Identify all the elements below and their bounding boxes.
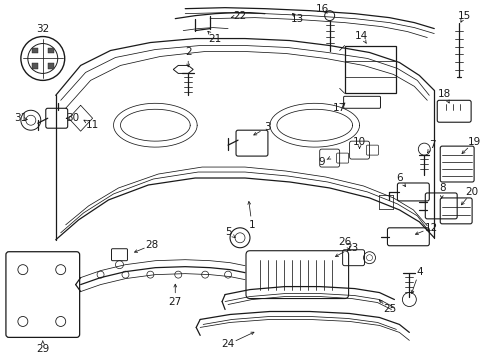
Text: 1: 1: [248, 220, 255, 230]
Text: 29: 29: [36, 345, 49, 354]
Text: 8: 8: [439, 183, 445, 193]
Text: 17: 17: [333, 103, 346, 113]
Text: 25: 25: [383, 305, 396, 315]
Text: 3: 3: [265, 122, 271, 132]
Text: 14: 14: [355, 31, 368, 41]
Text: 10: 10: [353, 137, 366, 147]
Bar: [48, 63, 54, 69]
Text: 2: 2: [185, 48, 192, 58]
Text: 28: 28: [146, 240, 159, 250]
Text: 21: 21: [208, 33, 222, 44]
Text: 24: 24: [221, 339, 235, 349]
Text: 9: 9: [318, 157, 325, 167]
Text: 20: 20: [466, 187, 479, 197]
Bar: [32, 63, 38, 69]
Text: 27: 27: [169, 297, 182, 306]
Text: 30: 30: [66, 113, 79, 123]
Text: 7: 7: [429, 140, 436, 150]
Text: 26: 26: [338, 237, 351, 247]
Text: 15: 15: [458, 11, 471, 21]
Text: 5: 5: [225, 227, 231, 237]
Text: 12: 12: [425, 223, 438, 233]
Text: 6: 6: [396, 173, 403, 183]
Text: 19: 19: [467, 137, 481, 147]
Bar: [32, 48, 38, 54]
Text: 31: 31: [14, 113, 27, 123]
Text: 22: 22: [233, 11, 246, 21]
Text: 4: 4: [416, 267, 423, 276]
Text: 32: 32: [36, 24, 49, 33]
Bar: [48, 48, 54, 54]
Bar: [344, 45, 396, 93]
Text: 23: 23: [345, 243, 358, 253]
Text: 18: 18: [438, 89, 451, 99]
Text: 11: 11: [86, 120, 99, 130]
Text: 13: 13: [291, 14, 304, 24]
Text: 16: 16: [316, 4, 329, 14]
